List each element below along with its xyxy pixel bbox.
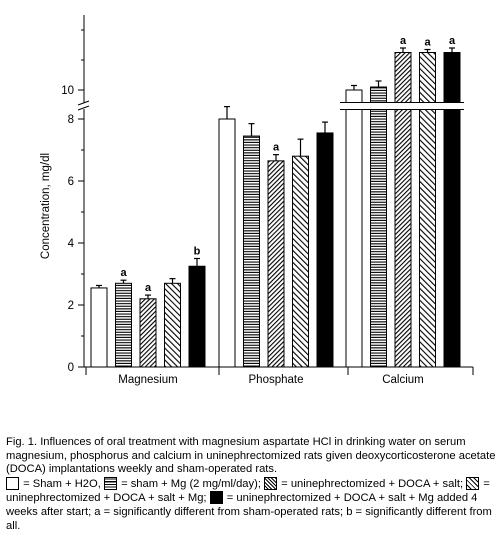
- figure-caption: Fig. 1. Influences of oral treatment wit…: [6, 436, 496, 533]
- bar: [90, 287, 108, 368]
- axis-break-gap: [78, 103, 90, 109]
- bar: [345, 89, 363, 368]
- bar-chart: Concentration, mg/dl 0 2 4 6 8 10 a a b a a a a Magn…: [40, 15, 474, 386]
- bar-break-gap: [340, 102, 464, 110]
- bar: [419, 52, 436, 368]
- bar: [394, 52, 412, 368]
- bar: [267, 160, 285, 368]
- legend-hstripe-swatch-icon: [103, 476, 117, 490]
- y-tick-label: 4: [68, 238, 75, 250]
- bar: [316, 132, 334, 368]
- significance-label: b: [194, 246, 201, 258]
- legend-solid-swatch-icon: [209, 491, 223, 505]
- legend-unx-doca-salt-mg: = uninephrectomized + DOCA + salt + Mg;: [6, 477, 490, 505]
- axis-break-mark: [77, 100, 90, 111]
- axis-break-slash: [77, 100, 90, 106]
- y-tick-label: 8: [68, 114, 74, 126]
- bar: [443, 52, 461, 368]
- bar: [139, 298, 157, 368]
- significance-label: a: [145, 282, 152, 294]
- caption-line-1: Fig. 1. Influences of oral treatment wit…: [6, 436, 496, 476]
- legend-diag2-swatch-icon: [466, 476, 480, 490]
- bar: [218, 118, 236, 368]
- bar: [370, 86, 387, 368]
- bar: [188, 265, 206, 368]
- x-category-label: Phosphate: [249, 374, 304, 386]
- significance-label: a: [449, 35, 456, 47]
- bar: [164, 282, 181, 368]
- legend-sham-h2o: = Sham + H2O,: [23, 477, 101, 490]
- axis-break-slash: [77, 105, 90, 111]
- y-tick-label: 0: [68, 362, 74, 374]
- bars-layer: [90, 47, 464, 368]
- bar: [115, 282, 132, 368]
- legend-open-swatch-icon: [6, 476, 19, 490]
- y-tick-label: 2: [68, 300, 74, 312]
- significance-label: a: [120, 267, 127, 279]
- x-category-label: Calcium: [382, 374, 424, 386]
- y-tick-label: 6: [68, 176, 74, 188]
- labels-layer: a a b a a a a Magnesium Phosphate Calcium: [118, 35, 456, 386]
- legend-diag-swatch-icon: [264, 476, 278, 490]
- legend-unx-doca-salt-mg-late: = uninephrectomized + DOCA + salt + Mg a…: [6, 492, 492, 532]
- significance-label: a: [273, 142, 280, 154]
- significance-label: a: [400, 35, 407, 47]
- significance-label: a: [424, 37, 431, 49]
- y-tick-label: 10: [61, 85, 74, 97]
- caption-text: Fig. 1. Influences of oral treatment wit…: [6, 436, 496, 533]
- y-axis-label: Concentration, mg/dl: [40, 153, 52, 259]
- bar: [292, 155, 309, 368]
- legend-sham-mg: = sham + Mg (2 mg/ml/day);: [121, 477, 261, 490]
- bar: [243, 135, 260, 368]
- legend-unx-doca-salt: = uninephrectomized + DOCA + salt;: [281, 477, 464, 490]
- x-category-label: Magnesium: [118, 374, 177, 386]
